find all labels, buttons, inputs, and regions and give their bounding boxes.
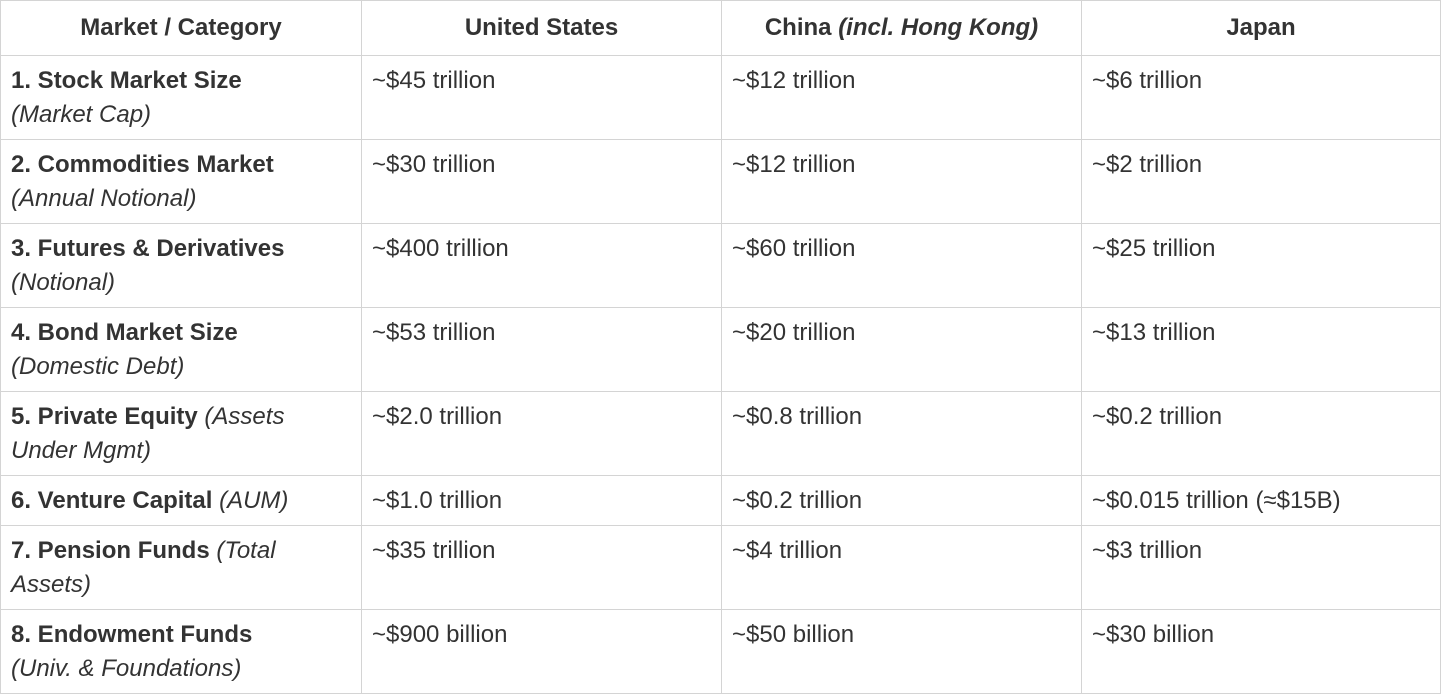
china-value-cell: ~$4 trillion [721,525,1082,610]
table-row: 4. Bond Market Size (Domestic Debt) ~$53 … [0,307,1441,392]
header-united-states: United States [361,0,722,56]
china-value-cell: ~$50 billion [721,609,1082,694]
us-value-cell: ~$53 trillion [361,307,722,392]
japan-value-cell: ~$13 trillion [1081,307,1441,392]
category-cell: 5. Private Equity (Assets Under Mgmt) [0,391,362,476]
header-china-note: (incl. Hong Kong) [838,14,1039,41]
category-title: 6. Venture Capital [11,487,213,514]
us-value-cell: ~$45 trillion [361,55,722,140]
china-value-cell: ~$0.8 trillion [721,391,1082,476]
table-header-row: Market / Category United States China (i… [0,0,1441,56]
category-subtitle: (Assets Under Mgmt) [11,403,285,464]
category-cell: 7. Pension Funds (Total Assets) [0,525,362,610]
us-value-cell: ~$1.0 trillion [361,475,722,526]
table-row: 1. Stock Market Size (Market Cap) ~$45 tr… [0,55,1441,140]
japan-value-cell: ~$30 billion [1081,609,1441,694]
category-cell: 4. Bond Market Size (Domestic Debt) [0,307,362,392]
header-china-label: China [764,14,839,41]
us-value-cell: ~$2.0 trillion [361,391,722,476]
category-subtitle: (Annual Notional) [11,185,197,212]
table-row: 6. Venture Capital (AUM) ~$1.0 trillion … [0,475,1441,526]
table-row: 8. Endowment Funds (Univ. & Foundations) … [0,609,1441,694]
category-title: 5. Private Equity [11,403,198,430]
japan-value-cell: ~$2 trillion [1081,139,1441,224]
table-row: 2. Commodities Market (Annual Notional) ~… [0,139,1441,224]
category-cell: 8. Endowment Funds (Univ. & Foundations) [0,609,362,694]
china-value-cell: ~$0.2 trillion [721,475,1082,526]
category-subtitle: (Notional) [11,269,116,296]
header-japan: Japan [1081,0,1441,56]
category-title: 4. Bond Market Size [11,319,238,346]
table-row: 7. Pension Funds (Total Assets) ~$35 tri… [0,525,1441,610]
japan-value-cell: ~$25 trillion [1081,223,1441,308]
china-value-cell: ~$12 trillion [721,139,1082,224]
category-subtitle: (Domestic Debt) [11,353,185,380]
us-value-cell: ~$400 trillion [361,223,722,308]
category-subtitle: (AUM) [219,487,289,514]
category-title: 3. Futures & Derivatives [11,235,285,262]
category-cell: 3. Futures & Derivatives (Notional) [0,223,362,308]
china-value-cell: ~$60 trillion [721,223,1082,308]
category-title: 8. Endowment Funds [11,621,253,648]
category-cell: 1. Stock Market Size (Market Cap) [0,55,362,140]
category-subtitle: (Total Assets) [11,537,276,598]
category-title: 7. Pension Funds [11,537,210,564]
header-market-category: Market / Category [0,0,362,56]
table-row: 3. Futures & Derivatives (Notional) ~$400… [0,223,1441,308]
category-cell: 2. Commodities Market (Annual Notional) [0,139,362,224]
category-cell: 6. Venture Capital (AUM) [0,475,362,526]
china-value-cell: ~$12 trillion [721,55,1082,140]
header-china: China (incl. Hong Kong) [721,0,1082,56]
china-value-cell: ~$20 trillion [721,307,1082,392]
japan-value-cell: ~$0.015 trillion (≈$15B) [1081,475,1441,526]
category-title: 1. Stock Market Size [11,67,242,94]
category-subtitle: (Market Cap) [11,101,152,128]
japan-value-cell: ~$3 trillion [1081,525,1441,610]
us-value-cell: ~$900 billion [361,609,722,694]
us-value-cell: ~$30 trillion [361,139,722,224]
us-value-cell: ~$35 trillion [361,525,722,610]
table-row: 5. Private Equity (Assets Under Mgmt) ~$… [0,391,1441,476]
japan-value-cell: ~$6 trillion [1081,55,1441,140]
category-subtitle: (Univ. & Foundations) [11,655,242,682]
japan-value-cell: ~$0.2 trillion [1081,391,1441,476]
category-title: 2. Commodities Market [11,151,274,178]
